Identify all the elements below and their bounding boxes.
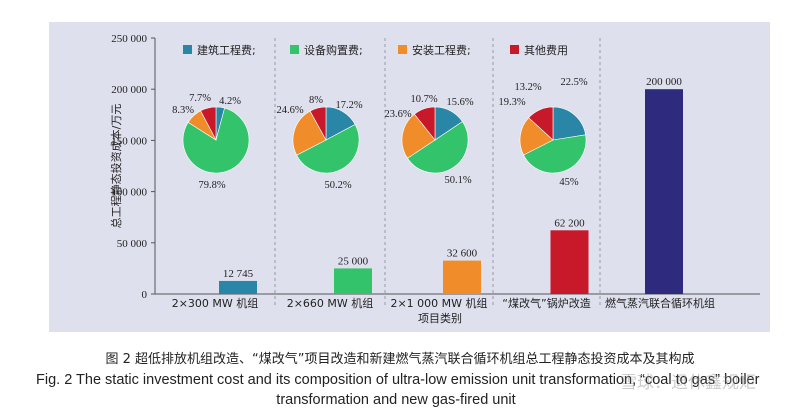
pie-slice-label: 50.2% bbox=[324, 180, 351, 191]
watermark: 雪球：退休鑫规矩 bbox=[620, 373, 756, 393]
pie-slice bbox=[414, 106, 436, 141]
pie-slice bbox=[523, 134, 587, 174]
caption-en-line2: transformation and new gas-fired unit bbox=[276, 392, 516, 408]
pie-slice bbox=[552, 106, 586, 141]
x-tick-label: 2×1 000 MW 机组 bbox=[390, 296, 487, 310]
bar bbox=[645, 89, 683, 294]
y-tick-label: 50 000 bbox=[117, 238, 148, 250]
bar bbox=[443, 260, 481, 294]
pie-slice-label: 79.8% bbox=[198, 180, 225, 191]
x-tick-label: 2×660 MW 机组 bbox=[287, 296, 374, 310]
bar-value-label: 32 600 bbox=[447, 248, 478, 260]
legend-label: 设备购置费; bbox=[304, 43, 363, 57]
bar bbox=[334, 268, 372, 294]
pie-slice bbox=[401, 113, 436, 159]
pie-slice bbox=[292, 110, 327, 156]
pie-slice-label: 22.5% bbox=[560, 77, 587, 88]
figure: 0 50 000 100 000 150 000 200 000 250 000 总工程静态… bbox=[36, 22, 770, 408]
pie-slice bbox=[519, 117, 554, 156]
pie-slice-label: 7.7% bbox=[189, 93, 211, 104]
caption-en-line1: Fig. 2 The static investment cost and it… bbox=[36, 372, 760, 388]
chart-svg: 0 50 000 100 000 150 000 200 000 250 000 总工程静态… bbox=[109, 33, 760, 325]
bar-value-label: 12 745 bbox=[223, 268, 254, 280]
bar bbox=[550, 230, 589, 294]
bar-value-label: 62 200 bbox=[554, 217, 585, 229]
legend-swatch bbox=[398, 45, 407, 54]
pie-slice-label: 17.2% bbox=[335, 100, 362, 111]
pie-slice-label: 23.6% bbox=[384, 109, 411, 120]
caption-cn: 图 2 超低排放机组改造、“煤改气”项目改造和新建燃气蒸汽联合循环机组总工程静态… bbox=[105, 352, 695, 367]
bar-value-label: 200 000 bbox=[646, 76, 682, 88]
legend-swatch bbox=[183, 45, 192, 54]
y-tick-label: 0 bbox=[142, 289, 148, 301]
x-tick-label: 燃气蒸汽联合循环机组 bbox=[605, 296, 715, 310]
pie-slice-label: 50.1% bbox=[444, 175, 471, 186]
x-tick-label: 2×300 MW 机组 bbox=[172, 296, 259, 310]
y-tick-label: 100 000 bbox=[111, 187, 147, 199]
y-axis-label: 总工程静态投资成本/万元 bbox=[109, 104, 123, 229]
y-tick-label: 200 000 bbox=[111, 84, 147, 96]
pie-slice-label: 10.7% bbox=[410, 94, 437, 105]
pie-slice bbox=[296, 124, 360, 174]
pie-slice-label: 24.6% bbox=[276, 105, 303, 116]
legend-swatch bbox=[510, 45, 519, 54]
legend-label: 其他费用 bbox=[524, 44, 568, 57]
pie-slice bbox=[309, 106, 327, 141]
pie-slice-label: 15.6% bbox=[446, 97, 473, 108]
pie-slice bbox=[182, 107, 250, 174]
pie-slice bbox=[407, 121, 469, 174]
pie-slice-label: 4.2% bbox=[219, 96, 241, 107]
pie-slice-label: 45% bbox=[559, 177, 579, 188]
legend-swatch bbox=[290, 45, 299, 54]
pie-slice-label: 13.2% bbox=[514, 82, 541, 93]
pie-slice bbox=[200, 106, 217, 141]
legend-label: 建筑工程费; bbox=[197, 43, 256, 57]
bar-value-label: 25 000 bbox=[338, 255, 369, 267]
pie-slice bbox=[528, 106, 554, 141]
pie-slice-label: 19.3% bbox=[498, 97, 525, 108]
legend-label: 安装工程费; bbox=[412, 43, 471, 57]
x-axis-label: 项目类别 bbox=[418, 311, 462, 325]
x-tick-label: “煤改气”锅炉改造 bbox=[502, 296, 590, 310]
y-tick-label: 250 000 bbox=[111, 33, 147, 45]
bar bbox=[219, 280, 257, 294]
pie-slice-label: 8% bbox=[309, 95, 323, 106]
y-tick-label: 150 000 bbox=[111, 135, 147, 147]
pie-slice-label: 8.3% bbox=[172, 105, 194, 116]
